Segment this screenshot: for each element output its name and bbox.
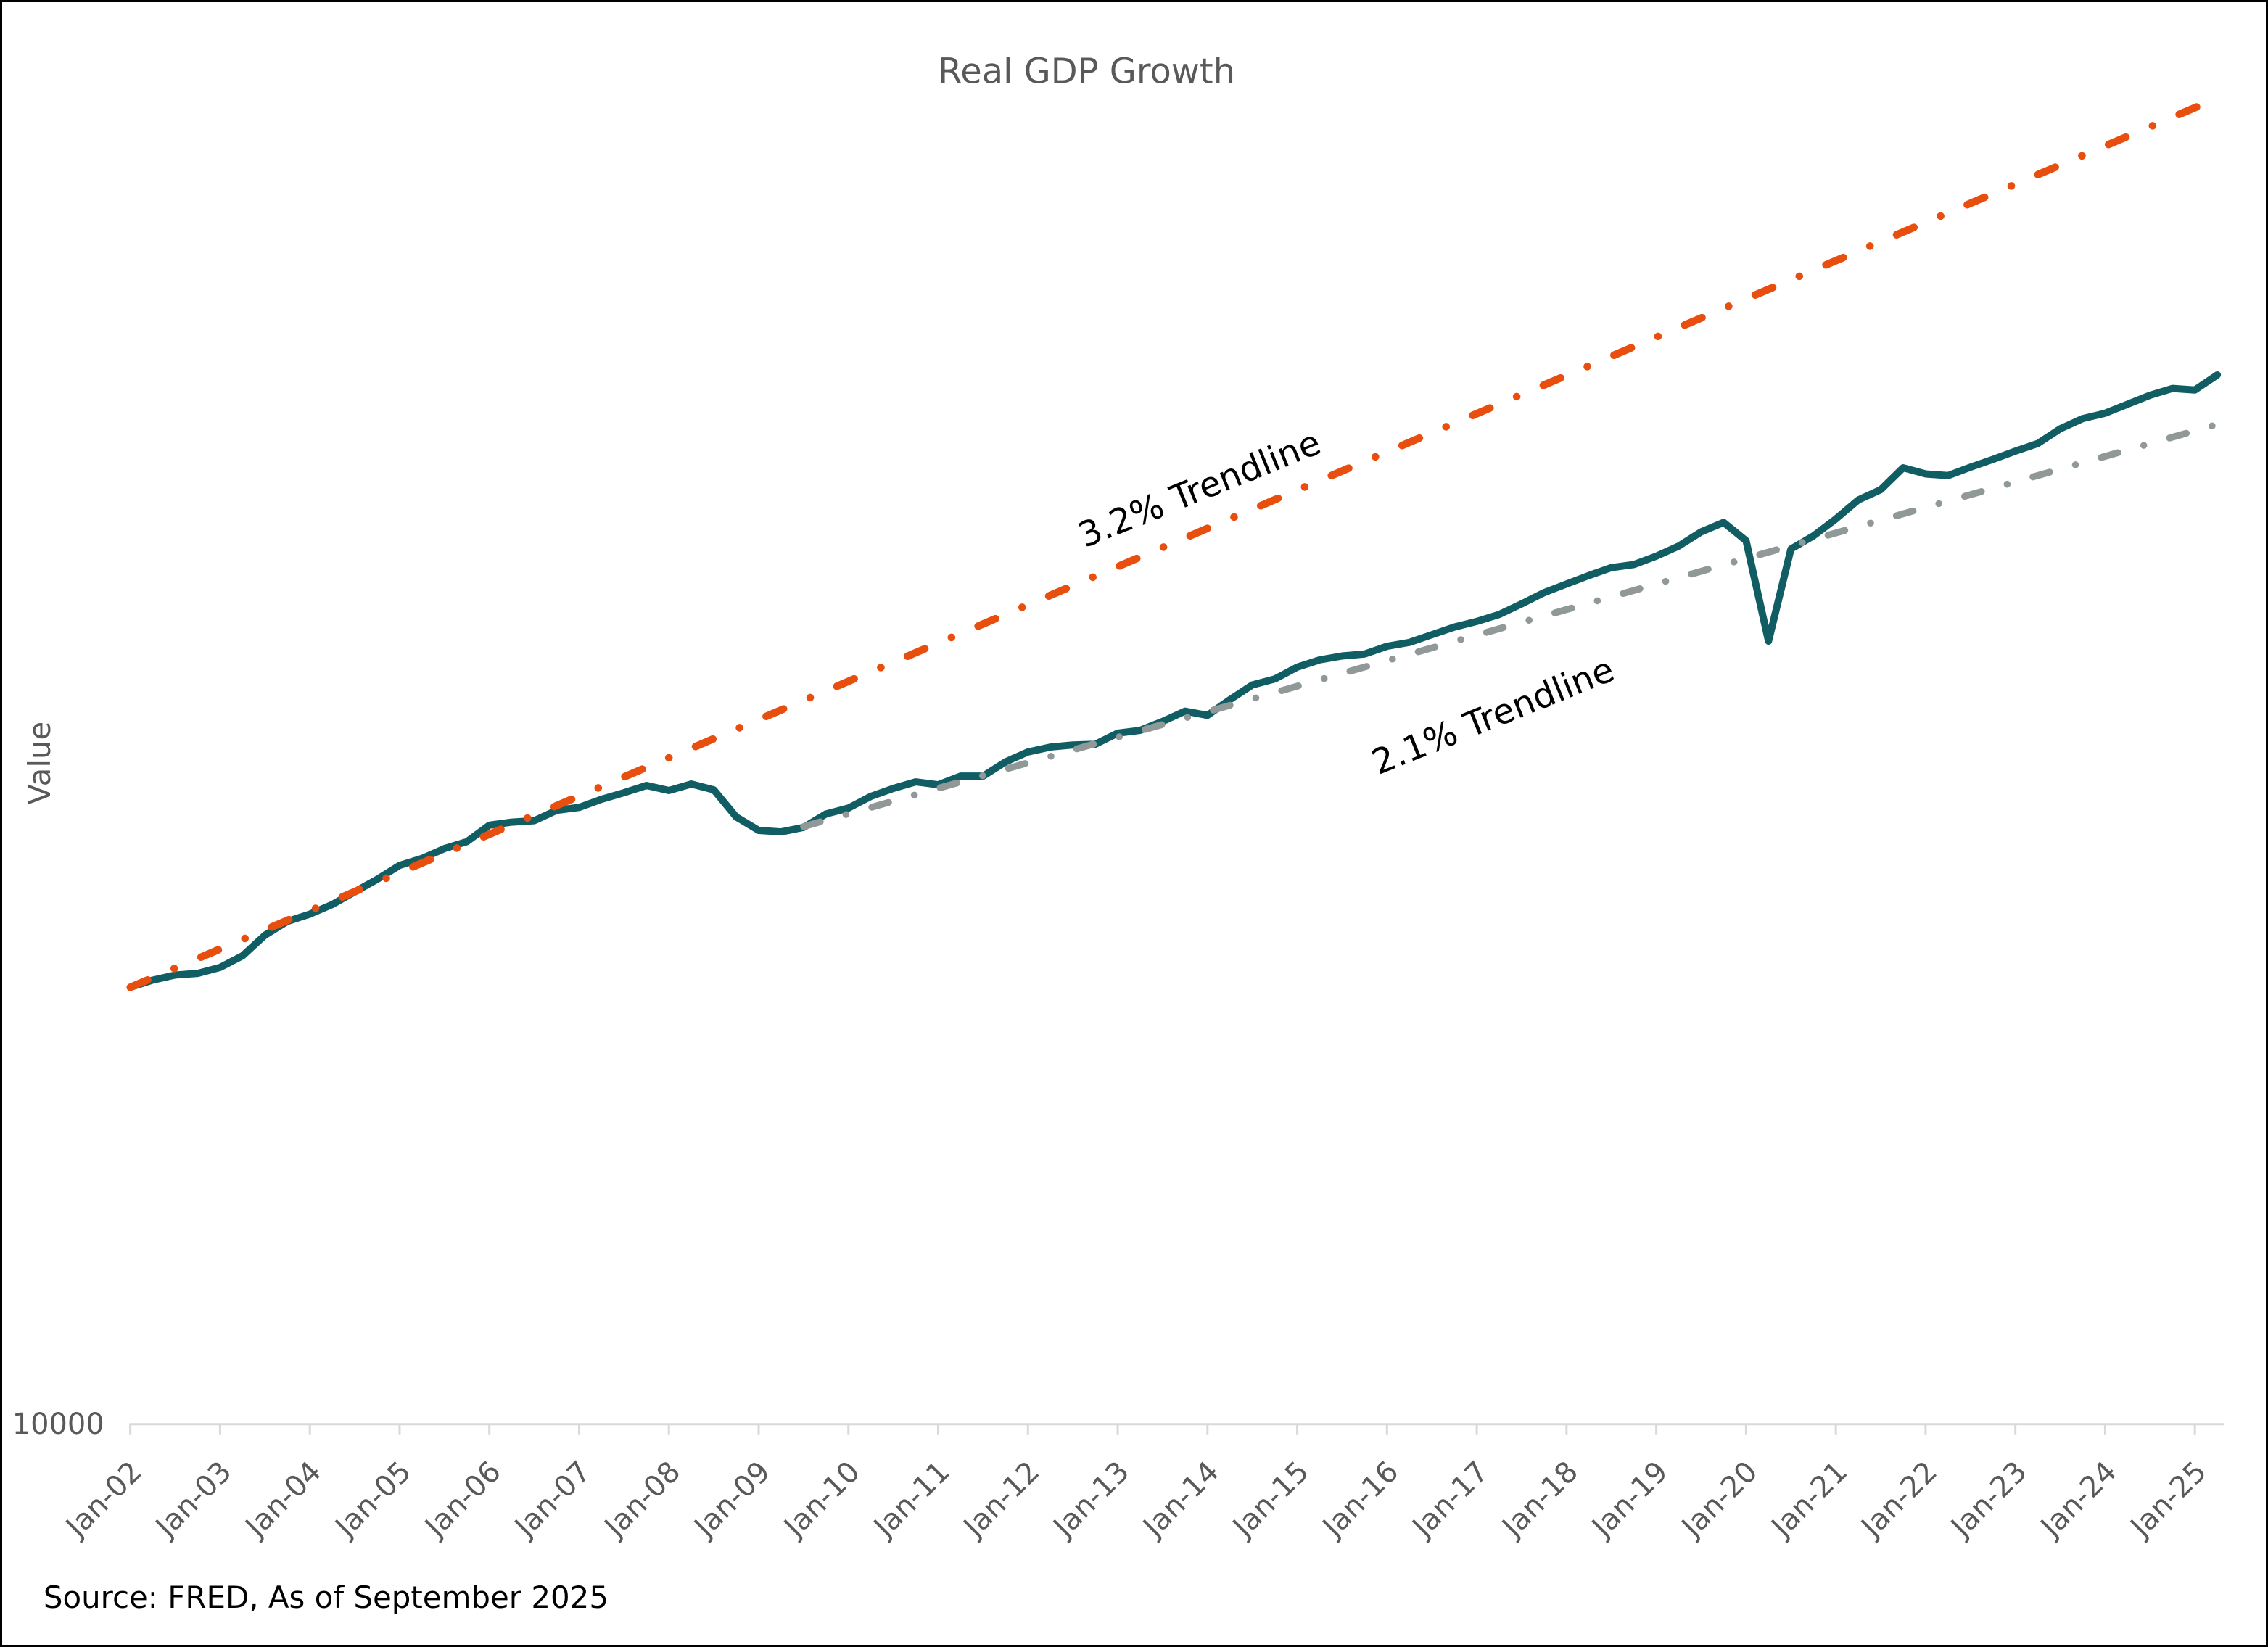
trendline-2.1pct [800, 421, 2221, 830]
x-tick-label: Jan-09 [687, 1455, 777, 1545]
trendline-3.2pct [126, 94, 2222, 991]
x-tick-label: Jan-05 [328, 1455, 418, 1545]
gdp-line [126, 371, 2222, 991]
source-note: Source: FRED, As of September 2025 [44, 1580, 609, 1615]
y-axis-tick-label: 10000 [12, 1408, 104, 1441]
x-tick-label: Jan-10 [777, 1455, 867, 1545]
y-axis-label: Value [22, 722, 57, 805]
x-tick-label: Jan-12 [956, 1455, 1046, 1545]
x-tick-label: Jan-06 [417, 1455, 507, 1545]
x-tick-label: Jan-21 [1764, 1455, 1854, 1545]
trendline-label-2.1pct: 2.1% Trendline [1366, 650, 1620, 783]
x-tick-label: Jan-13 [1046, 1455, 1136, 1545]
x-tick-label: Jan-24 [2033, 1455, 2123, 1545]
trendline-label-3.2pct: 3.2% Trendline [1073, 423, 1326, 556]
x-tick-label: Jan-22 [1854, 1455, 1944, 1545]
x-tick-label: Jan-14 [1136, 1455, 1226, 1545]
x-tick-label: Jan-02 [58, 1455, 148, 1545]
x-tick-label: Jan-18 [1495, 1455, 1585, 1545]
x-tick-label: Jan-03 [148, 1455, 238, 1545]
x-tick-label: Jan-17 [1405, 1455, 1495, 1545]
x-tick-label: Jan-25 [2123, 1455, 2213, 1545]
x-tick-label: Jan-04 [238, 1455, 328, 1545]
x-tick-label: Jan-15 [1225, 1455, 1315, 1545]
x-tick-label: Jan-08 [597, 1455, 687, 1545]
x-tick-label: Jan-16 [1315, 1455, 1405, 1545]
x-tick-label: Jan-07 [507, 1455, 597, 1545]
x-axis [129, 1423, 2225, 1435]
chart-title: Real GDP Growth [938, 52, 1235, 92]
series-lines [126, 94, 2222, 991]
x-tick-label: Jan-23 [1943, 1455, 2033, 1545]
x-tick-label: Jan-19 [1584, 1455, 1674, 1545]
x-tick-label: Jan-11 [866, 1455, 956, 1545]
x-axis-tick-labels: Jan-02 Jan-03 Jan-04 Jan-05 Jan-06 Jan-07 Jan-… [58, 1455, 2213, 1545]
x-tick-label: Jan-20 [1674, 1455, 1764, 1545]
